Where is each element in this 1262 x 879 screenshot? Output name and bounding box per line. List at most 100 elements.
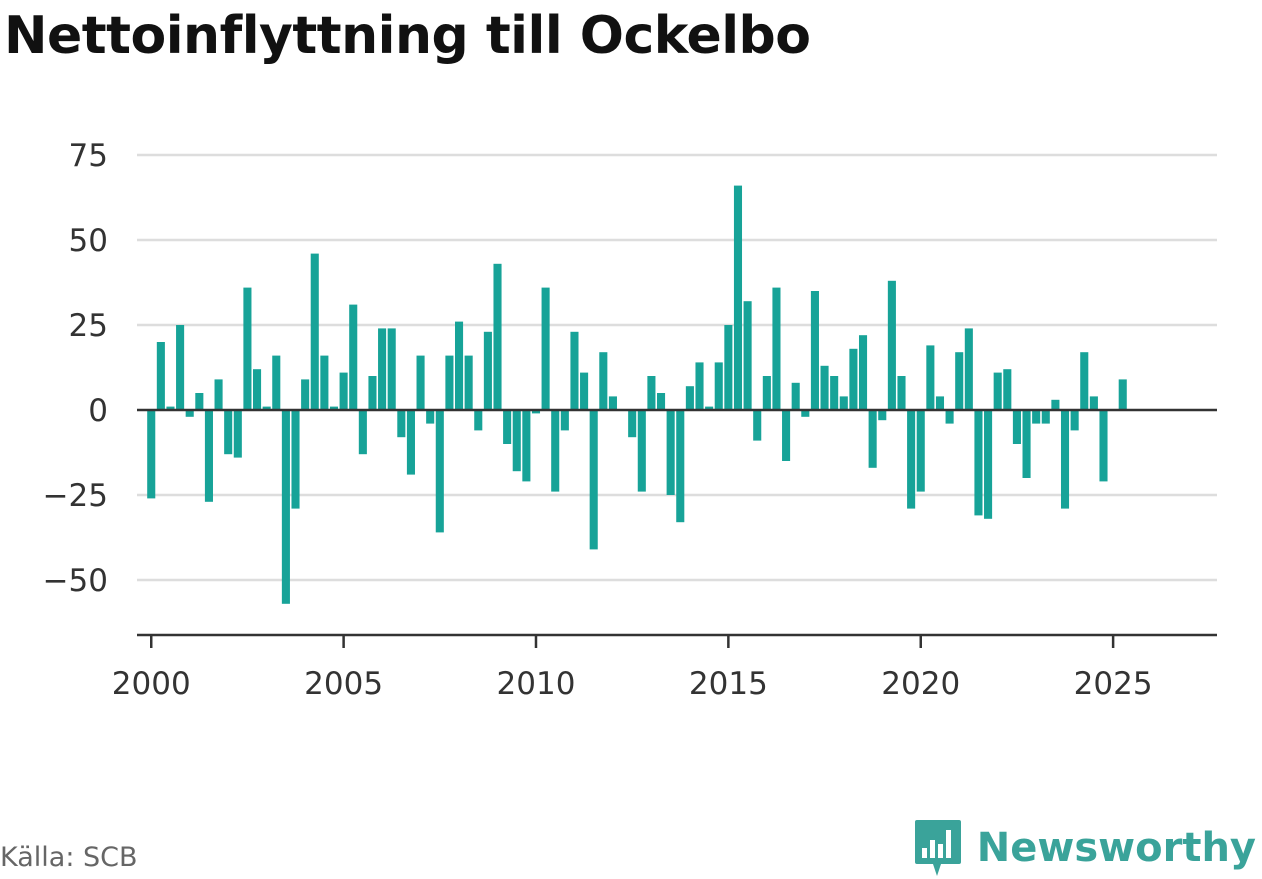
y-tick-label: −50 [43,563,108,599]
y-tick-label: −25 [43,478,108,514]
bar [435,410,444,533]
bar [1118,379,1127,410]
bar [743,301,752,410]
bar [214,379,223,410]
bar [560,410,569,431]
bar [262,406,271,410]
bar [820,365,829,410]
bar [868,410,877,468]
bar [878,410,887,421]
bar [464,355,473,410]
x-tick-label: 2000 [112,666,191,702]
bar [589,410,598,550]
bar [368,376,377,410]
bar [907,410,916,509]
newsworthy-logo-icon [914,820,961,876]
bar [733,185,743,410]
bar [676,410,685,523]
bar [1089,396,1098,410]
bar [724,325,733,410]
chart-title: Nettoinflyttning till Ockelbo [4,6,811,66]
brand[interactable]: Newsworthy [913,818,1256,878]
bar [454,321,464,410]
bar [1070,410,1079,431]
bar [984,410,993,519]
bar [253,369,262,410]
x-tick-label: 2025 [1074,666,1153,702]
bar [483,331,492,410]
bar [1051,399,1060,410]
bar [272,355,281,410]
bar [705,406,714,410]
bar [397,410,406,438]
bar [329,406,339,410]
source-note: Källa: SCB [0,842,138,873]
y-tick-label: 0 [88,393,108,429]
bar [291,410,300,509]
bar [320,355,329,410]
bar [349,304,358,410]
bar [810,291,819,410]
bar-chart: 75 50 25 0 −25 −50 2000 2005 2010 2015 2020 2025 [43,138,1217,702]
bar [580,372,589,410]
bar [378,328,387,410]
bar [1022,410,1031,478]
bar [714,362,723,410]
bar [387,328,396,410]
bar [503,410,512,444]
bar [993,372,1002,410]
bar [791,382,800,410]
bar [493,263,502,410]
bar [522,410,531,482]
bar [1012,410,1021,444]
bar [224,410,233,455]
bar [849,348,858,410]
bar [753,410,762,441]
bar [858,335,868,410]
bar [445,355,454,410]
bar [185,410,194,417]
bar [666,410,675,495]
x-tick-label: 2010 [497,666,576,702]
bar [204,410,213,502]
bar [628,410,637,438]
bar [1060,410,1070,509]
bar [570,331,579,410]
bar [243,287,252,410]
bar [1080,352,1089,410]
bar [474,410,483,431]
x-axis: 2000 2005 2010 2015 2020 2025 [112,633,1217,702]
bar [955,352,964,410]
bar [599,352,608,410]
brand-name: Newsworthy [976,825,1256,871]
bar [964,328,973,410]
bar [887,280,896,410]
y-tick-label: 75 [69,138,108,174]
y-axis-ticks: 75 50 25 0 −25 −50 [43,138,108,599]
bar [695,362,704,410]
bar [685,386,694,410]
bar [935,396,945,410]
bar [916,410,925,492]
bar [945,410,954,424]
bar [310,253,319,410]
bar [656,393,666,410]
y-tick-label: 50 [69,223,108,259]
bar [608,396,617,410]
bar [406,410,415,475]
bar [782,410,791,461]
x-tick-label: 2020 [881,666,960,702]
bar [772,287,781,410]
x-tick-label: 2005 [304,666,383,702]
bar [637,410,646,492]
bar [897,376,906,410]
bar [233,410,242,458]
bar [301,379,310,410]
bar [762,376,771,410]
bar [339,372,348,410]
bar [1041,410,1050,424]
bar [926,345,935,410]
bar [147,410,156,499]
bar [512,410,521,472]
bar [416,355,425,410]
